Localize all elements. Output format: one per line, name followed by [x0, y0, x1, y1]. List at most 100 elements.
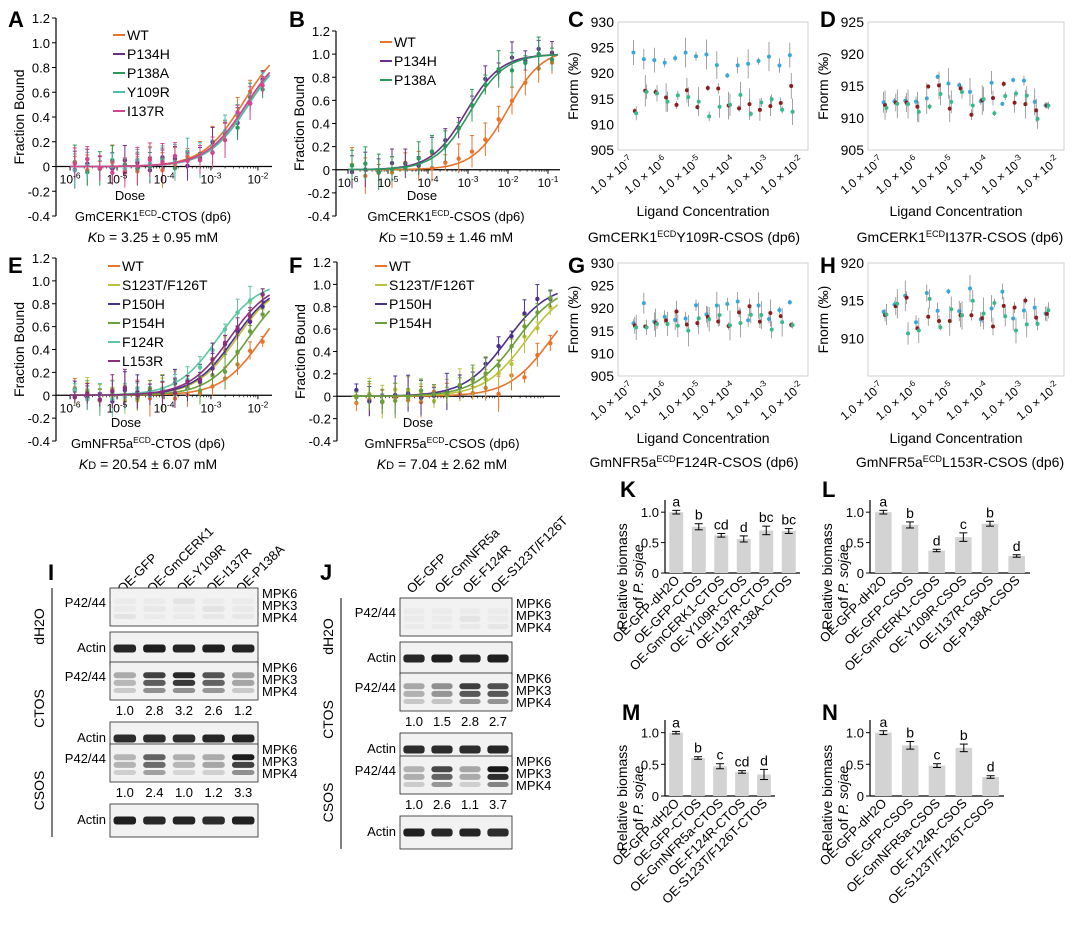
data-point-WT [496, 391, 501, 397]
data-point-P150H [354, 387, 359, 393]
data-point-P138A [523, 60, 528, 66]
data-point-green [686, 328, 691, 333]
data-point-blue [1021, 78, 1026, 83]
data-point-red [778, 100, 783, 105]
panel-D: 925 920 915 910 905 Fnorm (‰) Ligand Concentra… [815, 14, 1065, 219]
band [202, 734, 225, 743]
data-point-L153R [222, 340, 228, 346]
data-point-blue [714, 63, 719, 68]
data-point-red [674, 309, 679, 314]
data-point-P154H [457, 383, 463, 388]
x-tick-label: 10-2 [248, 399, 269, 415]
data-point-green [895, 301, 900, 306]
panel-C: 930 925 920 915 910 905 Fnorm (‰) Ligand Concen… [565, 14, 809, 219]
y-tick-label: 915 [591, 323, 615, 339]
data-point-P138A [509, 68, 515, 73]
data-point-WT [260, 339, 265, 344]
bar [981, 523, 999, 573]
p4244-label: P42/44 [355, 763, 396, 778]
y-tick-label: 0.6 [312, 93, 330, 108]
y-axis-label-2: of P. sojae [630, 766, 646, 831]
tick-base: 1.0 × 10 [656, 158, 699, 197]
data-point-P138A [536, 51, 541, 57]
fit-curve-F124R [70, 288, 270, 396]
data-point-green [655, 91, 660, 96]
y-axis-label: Relative biomass [614, 745, 630, 852]
bar [928, 550, 945, 573]
data-point-red [695, 321, 700, 326]
data-point-WT [456, 156, 461, 161]
data-point-green [769, 327, 774, 332]
treatment-label: CTOS [320, 700, 336, 739]
panel-B: -0.4 -0.2 0 0.2 0.4 0.6 0.8 1.0 1.2 Dose Fraction … [291, 24, 560, 245]
panel-letter-M: M [622, 700, 640, 725]
band [172, 598, 196, 605]
p4244-label: P42/44 [65, 595, 106, 610]
band [143, 816, 166, 825]
y-tick-label: 1.0 [641, 726, 659, 741]
band [431, 654, 453, 663]
data-point-blue [683, 50, 688, 55]
fit-curve-I137R [70, 71, 271, 168]
data-point-red [980, 316, 985, 321]
data-point-green [790, 109, 795, 114]
band [113, 770, 137, 775]
data-point-red [716, 319, 721, 324]
mpk4-label: MPK4 [516, 778, 551, 793]
data-point-WT [483, 137, 488, 142]
band [172, 672, 196, 679]
panel-letter-G: G [568, 253, 585, 278]
data-point-blue [673, 56, 678, 61]
data-point-I137R [135, 163, 140, 169]
data-point-green [748, 111, 753, 116]
legend-entry: P154H [122, 315, 165, 331]
band [403, 773, 425, 780]
data-point-F124R [72, 387, 77, 393]
band [459, 615, 481, 622]
fit-curve-S123T_F126T [70, 299, 271, 396]
data-point-red [990, 95, 995, 100]
band [459, 608, 481, 615]
band [431, 608, 453, 615]
band [403, 608, 425, 615]
data-point-blue [641, 57, 646, 62]
tick-base: 10 [338, 176, 352, 190]
tick-base: 1.0 × 10 [724, 158, 767, 197]
y-axis-label: Fnorm (‰) [815, 286, 831, 354]
data-point-red [1044, 311, 1049, 316]
data-point-P138A [429, 149, 435, 154]
band [231, 688, 255, 693]
chart-subtitle: GmNFR5aECDF124R-CSOS (dp6) [589, 454, 798, 470]
data-point-I137R [222, 137, 228, 143]
y-tick-label: 905 [591, 368, 615, 384]
band [113, 679, 137, 686]
tick-exp: -2 [261, 171, 269, 181]
y-axis-label: Fraction Bound [11, 302, 27, 397]
plot-frame [617, 262, 809, 377]
tick-base: 1.0 × 10 [588, 384, 631, 423]
kd-value: KD =10.59 ± 1.46 mM [379, 229, 513, 245]
panel-letter-I: I [48, 560, 54, 585]
actin-label: Actin [77, 640, 106, 655]
data-point-I137R [72, 161, 77, 166]
band [202, 688, 225, 693]
chart-subtitle: GmCERK1ECDY109R-CSOS (dp6) [588, 229, 800, 245]
band [459, 766, 481, 773]
data-point-green [981, 311, 986, 316]
data-point-L153R [97, 397, 103, 402]
y-tick-label: 0.8 [32, 297, 50, 312]
y-tick-label: 0.2 [32, 135, 50, 150]
data-point-I137R [160, 159, 165, 165]
x-tick-label: 10-5 [107, 171, 128, 187]
data-point-green [790, 323, 795, 328]
bar [735, 771, 749, 796]
band [459, 828, 481, 837]
significance-letter: a [879, 493, 887, 509]
band [202, 614, 225, 619]
significance-letter: cd [714, 516, 729, 532]
data-point-blue [704, 52, 709, 57]
band [403, 624, 425, 629]
y-tick-label: 0 [652, 789, 659, 804]
treatment-label: dH2O [31, 608, 47, 645]
